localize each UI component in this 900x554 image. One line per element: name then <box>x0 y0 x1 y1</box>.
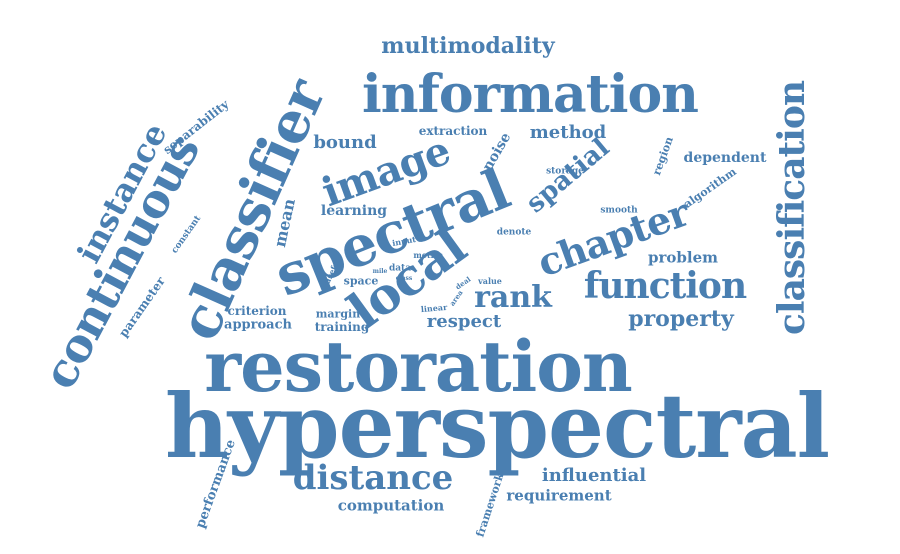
word-function: function <box>583 265 747 307</box>
word-smooth: smooth <box>600 205 638 216</box>
word-classification: classification <box>771 80 813 336</box>
word-computation: computation <box>337 496 445 515</box>
word-criterion: criterion <box>227 304 287 318</box>
word-property: property <box>628 306 734 332</box>
word-approach: approach <box>224 317 292 333</box>
word-dependent: dependent <box>683 150 767 166</box>
word-extraction: extraction <box>418 124 488 138</box>
word-influential: influential <box>541 465 647 486</box>
word-space: space <box>343 274 379 288</box>
word-problem: problem <box>648 248 718 267</box>
word-metric: metric <box>413 250 443 260</box>
word-storage: storage <box>546 166 584 177</box>
word-linear: linear <box>420 301 448 315</box>
word-hyperspectral: hyperspectral <box>164 374 830 478</box>
word-class: class <box>395 275 413 282</box>
word-method: method <box>529 122 607 143</box>
word-distance: distance <box>292 458 454 498</box>
word-margin: margin <box>315 307 361 321</box>
word-restoration: restoration <box>204 325 633 408</box>
word-algorithm: algorithm <box>681 165 739 211</box>
word-training: training <box>314 320 370 334</box>
word-mile: mile <box>372 268 388 275</box>
word-data: data <box>388 263 412 274</box>
word-learning: learning <box>320 203 388 219</box>
word-denote: denote <box>496 227 532 238</box>
word-multimodality: multimodality <box>381 33 555 59</box>
word-information: information <box>362 64 699 125</box>
word-area: area <box>447 288 465 308</box>
word-respect: respect <box>426 311 502 332</box>
word-value: value <box>478 276 502 286</box>
word-framework: framework <box>473 471 507 539</box>
word-requirement: requirement <box>506 486 612 505</box>
word-region: region <box>650 134 676 178</box>
word-bound: bound <box>313 132 377 153</box>
word-rank: rank <box>474 280 552 315</box>
